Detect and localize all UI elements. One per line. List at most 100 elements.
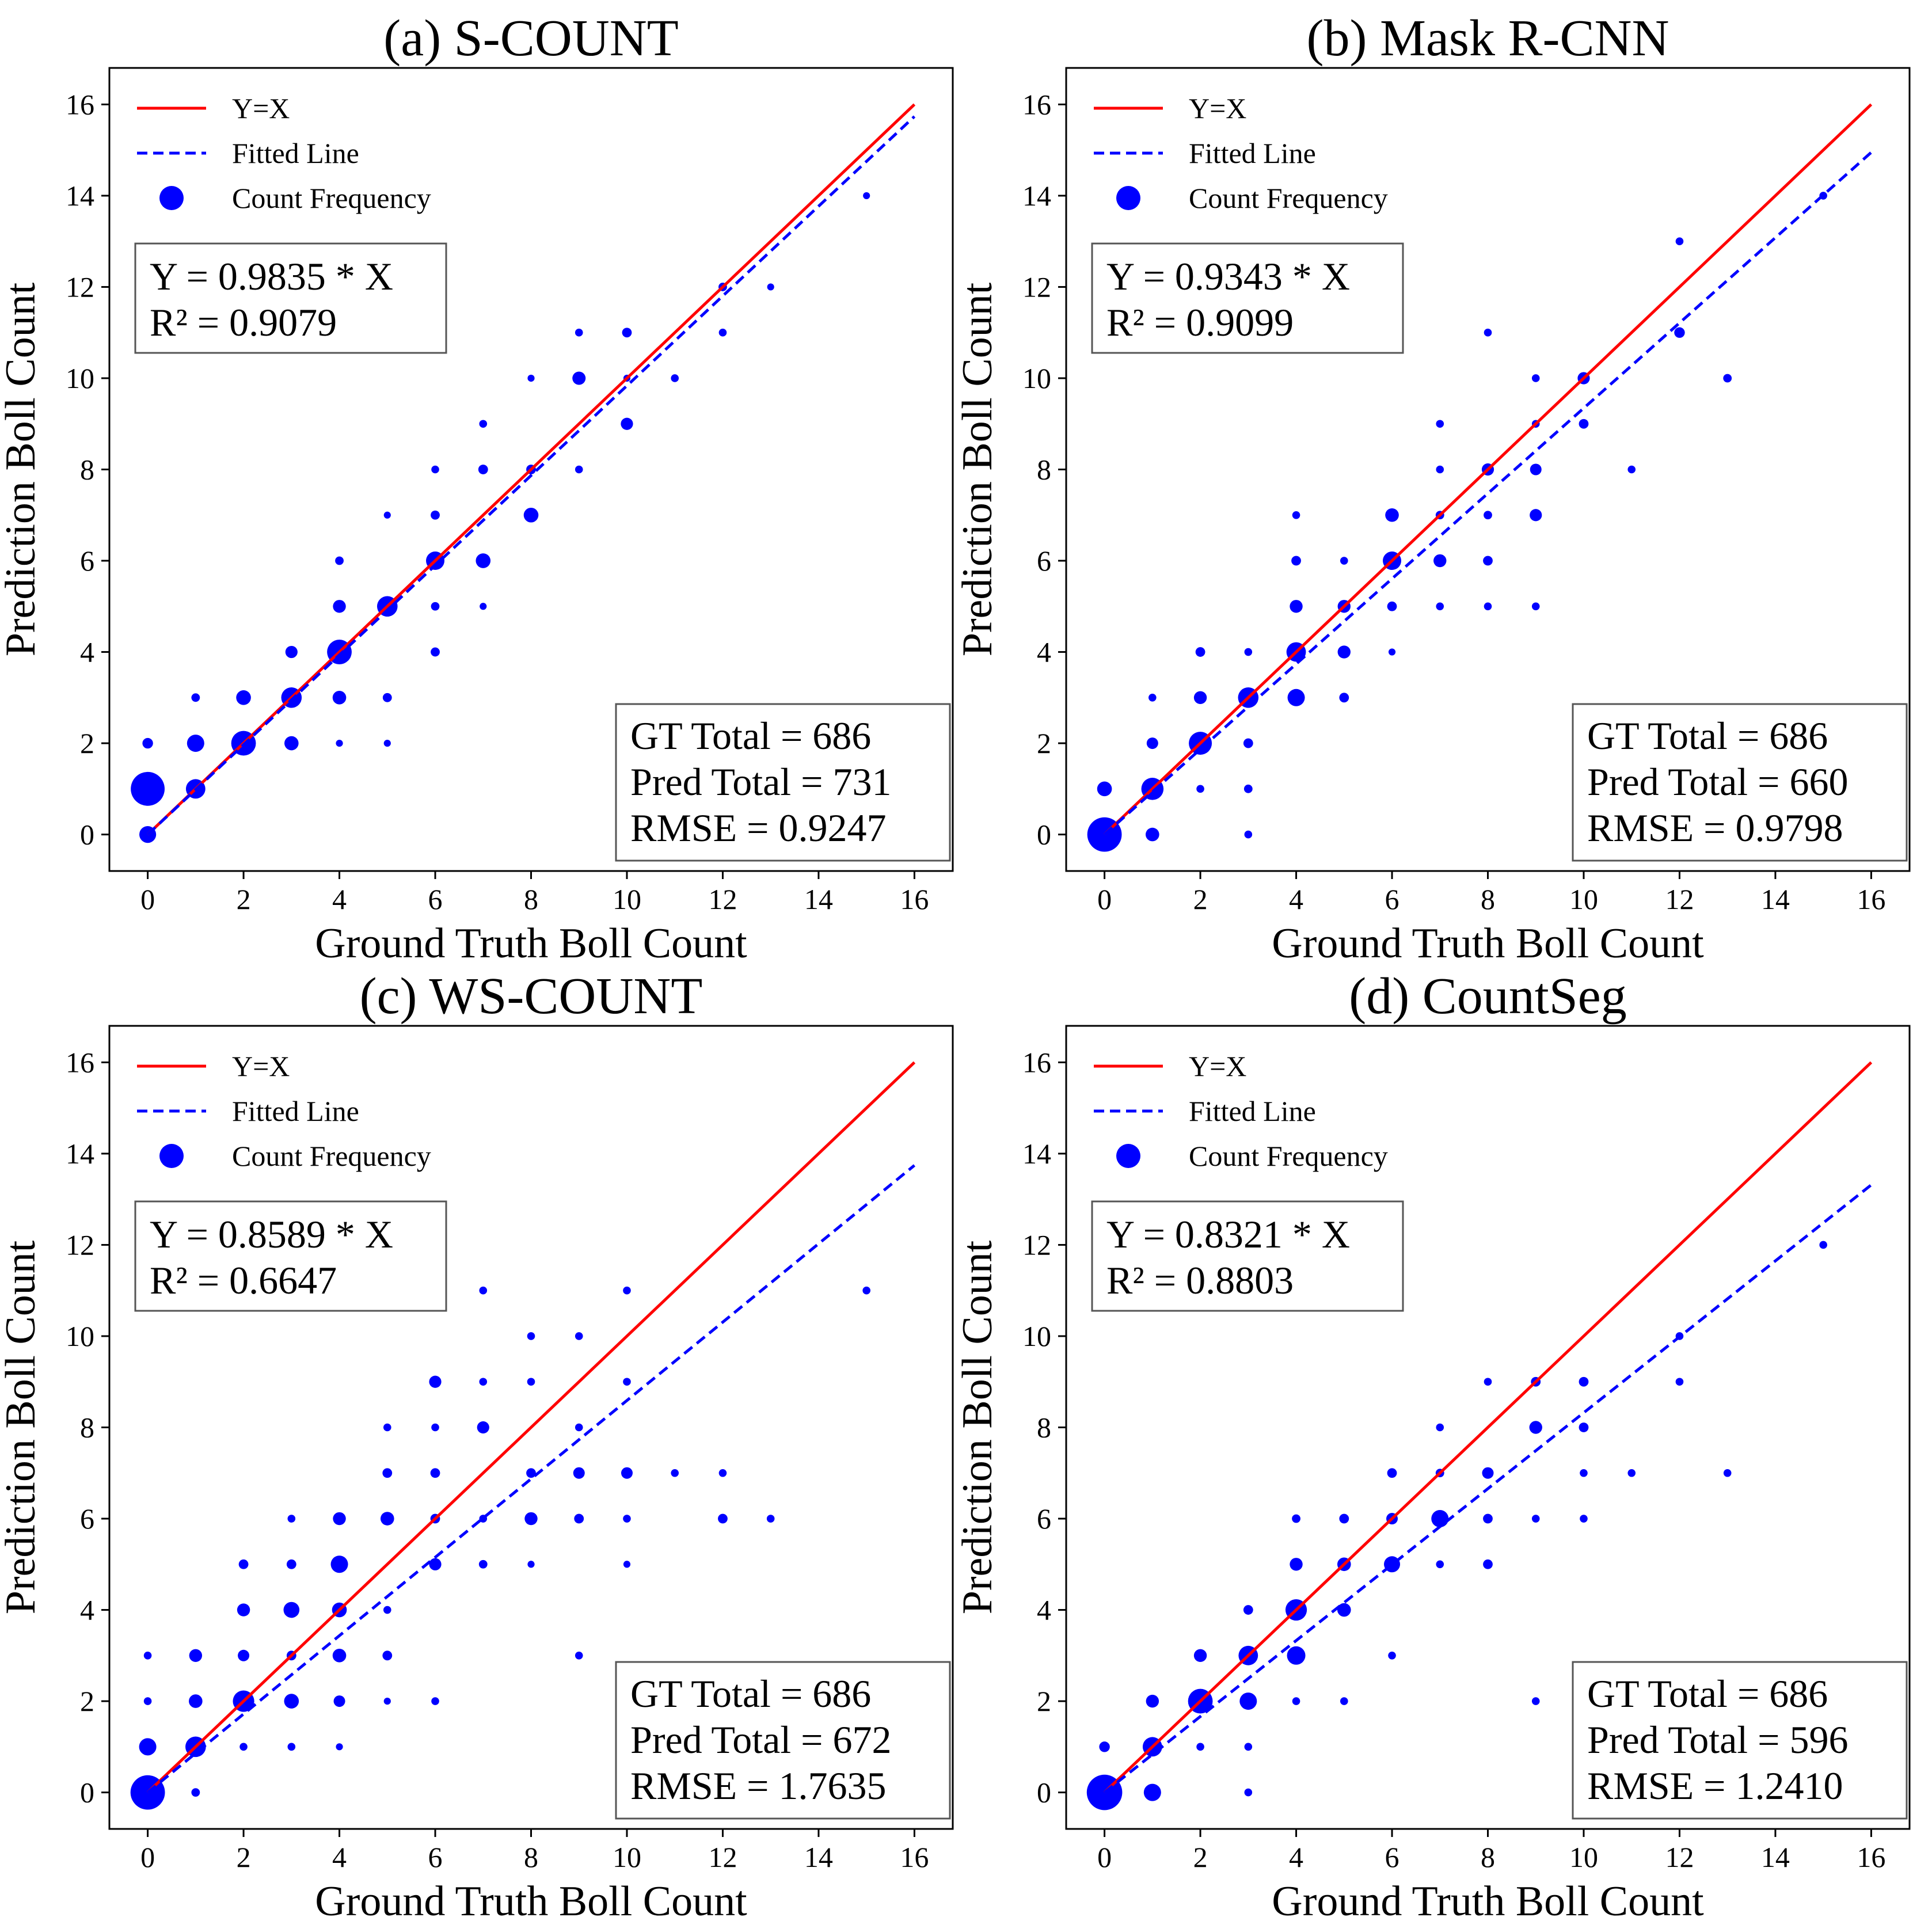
scatter-point — [1531, 1515, 1540, 1523]
scatter-point — [382, 1468, 393, 1478]
y-tick-label: 2 — [1037, 727, 1051, 759]
y-tick-label: 12 — [66, 1228, 94, 1261]
scatter-point — [1723, 1469, 1732, 1477]
scatter-point — [383, 1697, 391, 1705]
x-tick-label: 12 — [708, 1841, 737, 1873]
scatter-point — [478, 465, 488, 474]
scatter-point — [527, 1332, 535, 1340]
x-tick-label: 8 — [524, 1841, 538, 1873]
rmse: RMSE = 1.2410 — [1587, 1764, 1843, 1808]
scatter-point — [383, 511, 391, 519]
scatter-point — [336, 1743, 343, 1751]
x-tick-label: 0 — [1097, 1841, 1112, 1873]
y-tick-label: 8 — [1037, 454, 1051, 486]
x-tick-label: 2 — [237, 883, 251, 915]
scatter-point — [383, 739, 391, 747]
y-tick-label: 14 — [1022, 180, 1051, 212]
scatter-point — [1243, 784, 1253, 793]
y-tick-label: 6 — [1037, 1503, 1051, 1535]
pred-total: Pred Total = 596 — [1587, 1718, 1849, 1762]
y-tick-label: 2 — [80, 1685, 94, 1717]
x-tick-label: 10 — [613, 1841, 641, 1873]
scatter-point — [1436, 1560, 1444, 1569]
scatter-point — [575, 328, 583, 337]
y-tick-label: 6 — [80, 1503, 94, 1535]
r-squared: R² = 0.6647 — [150, 1258, 337, 1302]
scatter-point — [623, 1561, 631, 1568]
scatter-point — [1674, 327, 1685, 338]
pred-total: Pred Total = 660 — [1587, 760, 1849, 804]
rmse: RMSE = 0.9798 — [1587, 806, 1843, 850]
scatter-point — [1292, 1697, 1300, 1705]
scatter-point — [287, 1515, 296, 1523]
x-tick-label: 6 — [428, 883, 443, 915]
scatter-point — [1531, 374, 1540, 382]
scatter-point — [1292, 511, 1300, 519]
scatter-point — [237, 1603, 250, 1616]
scatter-point — [1580, 1515, 1588, 1523]
scatter-point — [1146, 827, 1159, 842]
legend-frequency-marker — [159, 186, 184, 210]
scatter-point — [1387, 601, 1397, 611]
scatter-point — [1287, 689, 1305, 706]
chart-title: (c) WS-COUNT — [360, 968, 703, 1025]
legend-fit-label: Fitted Line — [1189, 1095, 1316, 1127]
x-tick-label: 16 — [900, 1841, 929, 1873]
scatter-point — [1196, 785, 1204, 793]
r-squared: R² = 0.8803 — [1106, 1258, 1294, 1302]
scatter-point — [1723, 374, 1732, 383]
scatter-point — [1530, 509, 1542, 522]
scatter-point — [1196, 1743, 1204, 1751]
x-tick-label: 10 — [1569, 1841, 1598, 1873]
equation-box — [134, 1200, 447, 1312]
y-axis-label: Prediction Boll Count — [0, 1240, 44, 1614]
scatter-point — [1148, 694, 1157, 702]
scatter-point — [1193, 1649, 1207, 1663]
scatter-point — [284, 1694, 299, 1709]
x-tick-label: 16 — [1857, 1841, 1885, 1873]
y-tick-label: 10 — [66, 1320, 94, 1352]
chart-title: (d) CountSeg — [1349, 968, 1626, 1025]
scatter-point — [1143, 1783, 1161, 1801]
scatter-point — [236, 690, 251, 705]
scatter-point — [1290, 1558, 1303, 1571]
stats-box — [1572, 703, 1908, 862]
panel-a: (a) S-COUNT 0 0 2 2 4 4 6 6 8 8 10 10 12 12 14 14 16 16 Gro… — [0, 10, 954, 967]
y-axis-label: Prediction Boll Count — [0, 282, 44, 656]
scatter-point — [1484, 328, 1492, 337]
legend-frequency-label: Count Frequency — [1189, 182, 1388, 214]
scatter-point — [431, 1697, 439, 1705]
scatter-point — [431, 602, 440, 611]
y-tick-label: 14 — [66, 1138, 94, 1170]
scatter-point — [332, 691, 347, 705]
scatter-point — [1339, 693, 1349, 703]
scatter-point — [527, 1378, 535, 1386]
scatter-point — [333, 600, 346, 613]
scatter-point — [1484, 511, 1492, 520]
scatter-point — [383, 1423, 391, 1432]
gt-total: GT Total = 686 — [630, 1672, 871, 1716]
scatter-point — [527, 1561, 535, 1568]
identity-line — [1103, 1061, 1873, 1794]
scatter-point — [573, 1467, 585, 1479]
x-tick-label: 0 — [140, 883, 155, 915]
scatter-point — [1482, 1467, 1494, 1479]
x-tick-label: 0 — [140, 1841, 155, 1873]
scatter-point — [1483, 1559, 1493, 1569]
scatter-point — [671, 1469, 679, 1477]
scatter-point — [330, 1555, 348, 1573]
scatter-point — [575, 1652, 583, 1660]
scatter-point — [1337, 1603, 1351, 1617]
scatter-point — [1436, 1423, 1444, 1432]
y-axis-label: Prediction Boll Count — [954, 1240, 1001, 1614]
scatter-point — [1339, 1513, 1349, 1524]
scatter-point — [333, 1512, 346, 1526]
scatter-point — [1436, 420, 1444, 428]
fit-equation: Y = 0.8321 * X — [1106, 1212, 1350, 1256]
scatter-point — [1239, 1692, 1257, 1710]
x-tick-label: 8 — [1481, 883, 1495, 915]
scatter-point — [1531, 1697, 1540, 1705]
legend-frequency-label: Count Frequency — [232, 1140, 431, 1172]
fitted-line — [146, 115, 916, 836]
